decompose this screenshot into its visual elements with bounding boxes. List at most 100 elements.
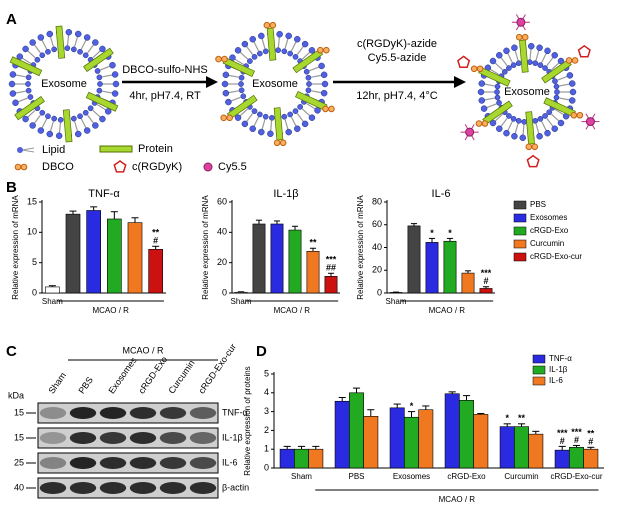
lipid-head — [46, 30, 54, 38]
lipid-head — [552, 78, 558, 85]
legend-label: IL-6 — [549, 376, 563, 385]
lipid-head — [55, 132, 63, 140]
lipid-tail — [228, 90, 239, 94]
lipid-head — [275, 47, 281, 53]
lipid-tail — [541, 53, 547, 63]
lipid-head — [249, 125, 256, 133]
exosome-label: Exosome — [252, 78, 298, 90]
lipid-tail — [239, 51, 249, 60]
bar — [444, 393, 460, 469]
dbco — [221, 55, 228, 63]
bar — [288, 229, 302, 294]
bar — [127, 222, 143, 294]
protein — [266, 27, 277, 61]
lipid-tail — [87, 44, 95, 54]
lipid-tail — [507, 53, 513, 63]
lipid-head — [568, 80, 576, 87]
rgd — [526, 154, 540, 168]
lipid-head — [532, 60, 539, 66]
blot-band — [189, 432, 217, 444]
dbco — [565, 57, 573, 64]
x-tick-label: Sham — [231, 297, 252, 306]
significance-label: * — [448, 228, 452, 238]
lipid-tail — [21, 147, 35, 151]
scheme-legend: Lipid Protein DBCO c(RGDyK) Cy5.5 — [14, 143, 247, 173]
lipid-tail — [246, 46, 254, 55]
lipid-tail — [234, 58, 244, 66]
dbco — [525, 143, 533, 151]
lipid-head — [301, 120, 309, 128]
lipid-head — [77, 48, 83, 55]
lipid-tail — [301, 51, 311, 60]
legend-label: Lipid — [42, 144, 65, 156]
bar — [349, 392, 364, 469]
significance-label: # — [560, 436, 565, 446]
lipid-head — [25, 81, 31, 87]
protein — [273, 107, 284, 141]
blot-band — [129, 432, 157, 444]
lipid-tail — [557, 75, 568, 81]
lipid-head — [112, 80, 120, 88]
lipid-tail — [535, 123, 540, 134]
lipid-tail — [74, 36, 78, 47]
lipid-tail — [529, 49, 532, 60]
lipid-head — [542, 65, 548, 71]
lipid-head — [294, 125, 301, 133]
bar — [65, 213, 81, 294]
lipid-head — [111, 90, 119, 97]
lipid-head — [92, 39, 99, 46]
blot-band — [159, 407, 187, 419]
lipid-tail — [311, 74, 322, 78]
lipid-head — [536, 132, 543, 140]
lipid-tail — [490, 68, 500, 76]
row-label: IL-6 — [222, 457, 238, 467]
panel-label: D — [256, 343, 267, 360]
y-tick-label: 5 — [264, 368, 269, 378]
lipid-head — [234, 47, 242, 54]
lipid-head — [83, 127, 91, 134]
lipid-head — [251, 54, 258, 60]
legend-label: TNF-α — [549, 354, 572, 363]
lipid-tail — [41, 39, 48, 50]
lipid-head — [74, 130, 82, 138]
lipid-head — [8, 80, 16, 88]
y-tick-label: 10 — [27, 227, 37, 237]
y-tick-label: 40 — [217, 227, 227, 237]
x-tick-label: Sham — [291, 472, 312, 481]
significance-label: ## — [326, 263, 336, 273]
lipid-head — [241, 120, 249, 128]
lipid-head — [292, 54, 299, 60]
lipid-head — [251, 108, 258, 114]
x-tick-label: Sham — [42, 297, 63, 306]
group-label: MCAO / R — [92, 306, 129, 315]
blot-band — [159, 457, 187, 469]
bar — [45, 286, 60, 294]
bar — [404, 416, 419, 469]
group-label: MCAO / R — [429, 306, 466, 315]
cy55 — [465, 127, 475, 137]
step-text: Cy5.5-azide — [368, 52, 427, 64]
lipid-tail — [33, 44, 41, 54]
lipid-tail — [306, 102, 316, 110]
lipid-tail — [67, 35, 70, 46]
panel-label: B — [6, 179, 17, 196]
cy55 — [516, 17, 526, 27]
lipid-head — [111, 71, 119, 78]
lipid-tail — [484, 97, 495, 101]
lipid-tail — [494, 113, 504, 122]
dbco — [481, 120, 489, 127]
lipid-head — [25, 87, 32, 94]
lane-label: PBS — [76, 375, 95, 395]
dbco — [269, 21, 277, 29]
lipid-head — [318, 62, 325, 70]
blot-band — [39, 482, 67, 494]
legend-swatch — [532, 354, 546, 364]
x-tick-label: PBS — [348, 472, 364, 481]
lipid-head — [305, 87, 312, 94]
bar — [479, 288, 493, 294]
chart-title: IL-1β — [273, 188, 298, 200]
step-text: DBCO-sulfo-NHS — [122, 64, 208, 76]
lipid-head — [553, 83, 560, 90]
x-tick-label: cRGD-Exo-cur — [550, 472, 602, 481]
